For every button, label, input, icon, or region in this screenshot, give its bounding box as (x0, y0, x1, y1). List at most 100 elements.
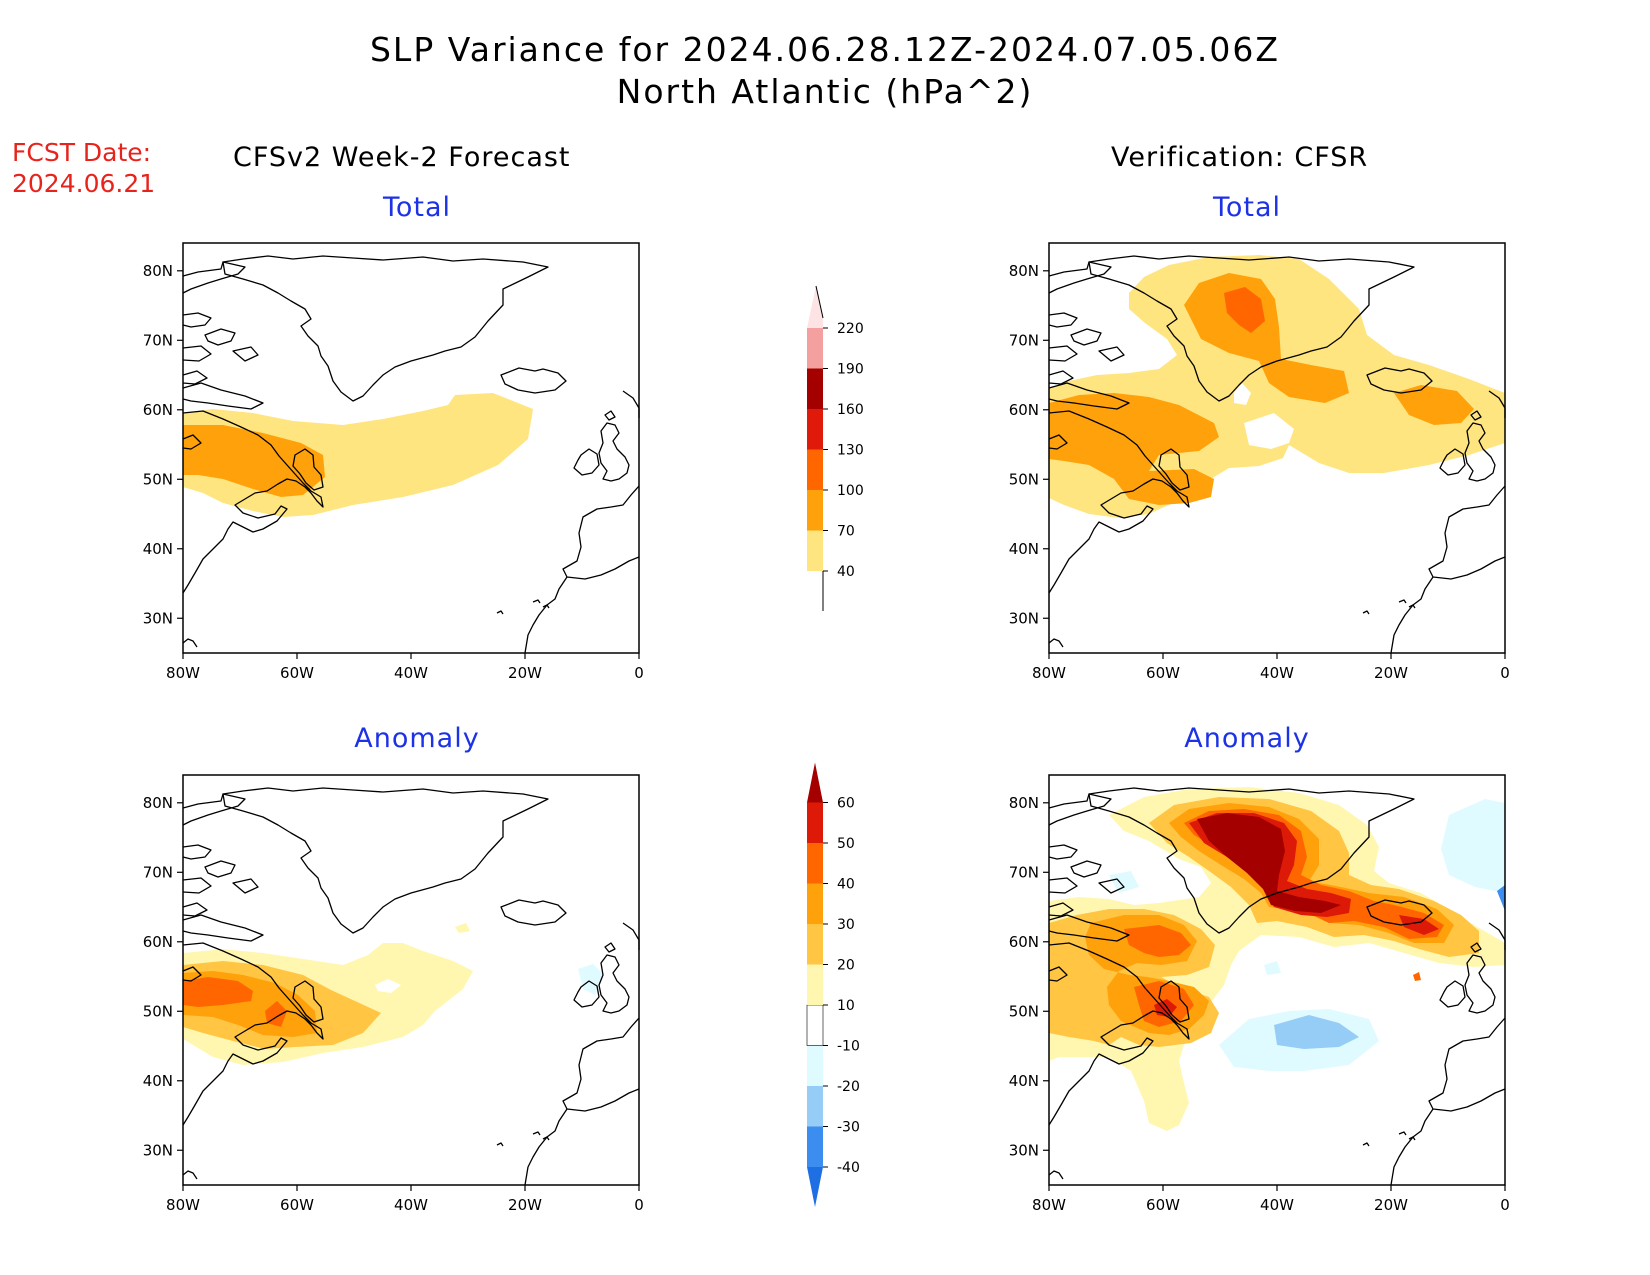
anomaly-colorbar-label: -30 (837, 1120, 860, 1136)
verification-total-panel (1048, 242, 1506, 654)
total-colorbar-box (807, 449, 823, 490)
map-title-line1: SLP Variance for 2024.06.28.12Z-2024.07.… (369, 30, 1281, 69)
lon-tick-label: 0 (634, 664, 644, 682)
forecast-anomaly-shading (183, 923, 603, 1065)
lat-tick-label: 40N (143, 540, 173, 558)
anomaly-colorbar-label: 60 (837, 796, 855, 812)
total-colorbar-box (807, 490, 823, 531)
anomaly-colorbar-label: 50 (837, 836, 855, 852)
anomaly-colorbar-box (807, 883, 823, 924)
total-colorbar: 40 70 100 130 160 190 220 (807, 285, 864, 611)
lat-tick-label: 30N (143, 1141, 173, 1159)
lat-tick-label: 60N (143, 933, 173, 951)
total-colorbar-box (807, 530, 823, 571)
lat-tick-label: 30N (143, 609, 173, 627)
lat-tick-label: 30N (1009, 609, 1039, 627)
lat-tick-label: 40N (143, 1072, 173, 1090)
total-colorbar-label: 70 (837, 524, 855, 540)
verification-anomaly-shading (1049, 787, 1505, 1131)
total-colorbar-tip-edge (815, 285, 824, 319)
forecast-total-subtitle: Total (382, 192, 452, 223)
forecast-date-value: 2024.06.21 (12, 169, 156, 198)
lat-tick-label: 60N (143, 401, 173, 419)
total-colorbar-box (807, 328, 823, 369)
total-colorbar-label: 220 (837, 321, 864, 337)
lon-tick-label: 60W (1146, 1196, 1180, 1214)
anomaly-colorbar-label: 20 (837, 958, 855, 974)
lon-tick-label: 0 (1500, 1196, 1510, 1214)
verification-total-subtitle: Total (1212, 192, 1282, 223)
lon-tick-label: 40W (394, 1196, 428, 1214)
lat-tick-label: 60N (1009, 401, 1039, 419)
forecast-date: FCST Date: 2024.06.21 (12, 137, 155, 199)
anomaly-colorbar-box (806, 1004, 824, 1046)
total-colorbar-box (807, 368, 823, 409)
lat-tick-label: 80N (143, 794, 173, 812)
anomaly-colorbar-box (807, 1045, 823, 1086)
lon-tick-label: 40W (394, 664, 428, 682)
lat-tick-label: 80N (143, 262, 173, 280)
forecast-anomaly-panel (182, 774, 640, 1186)
map-axes: 80W 60W 40W 20W 0 80N 70N 60N 50N 40N 30N 80W 60W 40W… (143, 262, 1510, 1214)
anomaly-colorbar-box (807, 964, 823, 1005)
lon-tick-label: 60W (1146, 664, 1180, 682)
lon-tick-label: 80W (166, 1196, 200, 1214)
forecast-total-panel (182, 242, 640, 654)
anomaly-colorbar-label: -40 (837, 1160, 860, 1176)
lat-tick-label: 70N (1009, 863, 1039, 881)
lon-tick-label: 0 (634, 1196, 644, 1214)
anomaly-colorbar-label: -20 (837, 1079, 860, 1095)
lon-tick-label: 80W (166, 664, 200, 682)
total-colorbar-label: 130 (837, 443, 864, 459)
anomaly-colorbar-label: 30 (837, 917, 855, 933)
lat-tick-label: 50N (143, 470, 173, 488)
anomaly-colorbar-box (807, 1126, 823, 1167)
lon-tick-label: 60W (280, 664, 314, 682)
lon-tick-label: 20W (1374, 1196, 1408, 1214)
verification-column-title: Verification: CFSR (1111, 142, 1369, 173)
lat-tick-label: 70N (1009, 331, 1039, 349)
anomaly-colorbar-label: 10 (837, 998, 855, 1014)
anomaly-colorbar-box (807, 843, 823, 884)
lat-tick-label: 50N (143, 1002, 173, 1020)
total-colorbar-label: 160 (837, 402, 864, 418)
total-colorbar-label: 100 (837, 483, 864, 499)
forecast-date-label: FCST Date: (12, 138, 152, 167)
lat-tick-label: 70N (143, 331, 173, 349)
lat-tick-label: 50N (1009, 470, 1039, 488)
forecast-anomaly-subtitle: Anomaly (354, 723, 480, 754)
lat-tick-label: 60N (1009, 933, 1039, 951)
lat-tick-label: 80N (1009, 262, 1039, 280)
map-title-line2: North Atlantic (hPa^2) (616, 72, 1034, 111)
lon-tick-label: 20W (508, 664, 542, 682)
anomaly-colorbar: -40 -30 -20 -10 10 20 30 40 50 60 (806, 762, 860, 1207)
anomaly-colorbar-label: 40 (837, 877, 855, 893)
lat-tick-label: 70N (143, 863, 173, 881)
lon-tick-label: 80W (1032, 1196, 1066, 1214)
lat-tick-label: 30N (1009, 1141, 1039, 1159)
lon-tick-label: 40W (1260, 1196, 1294, 1214)
lon-tick-label: 0 (1500, 664, 1510, 682)
lat-tick-label: 80N (1009, 794, 1039, 812)
lat-tick-label: 40N (1009, 540, 1039, 558)
lat-tick-label: 40N (1009, 1072, 1039, 1090)
lat-tick-label: 50N (1009, 1002, 1039, 1020)
total-colorbar-top-tip (807, 286, 823, 328)
lon-tick-label: 60W (280, 1196, 314, 1214)
anomaly-colorbar-top-tip (807, 762, 823, 803)
anomaly-colorbar-box (807, 1086, 823, 1127)
total-colorbar-label: 40 (837, 564, 855, 580)
forecast-total-shading (183, 393, 533, 517)
anomaly-colorbar-bottom-tip (807, 1167, 823, 1207)
total-colorbar-label: 190 (837, 362, 864, 378)
total-colorbar-box (807, 409, 823, 450)
verification-total-shading (1049, 255, 1505, 518)
lon-tick-label: 20W (508, 1196, 542, 1214)
verification-anomaly-panel (1048, 774, 1506, 1186)
verification-anomaly-subtitle: Anomaly (1184, 723, 1310, 754)
lon-tick-label: 40W (1260, 664, 1294, 682)
anomaly-colorbar-box (807, 802, 823, 843)
anomaly-colorbar-label: -10 (837, 1039, 860, 1055)
lon-tick-label: 20W (1374, 664, 1408, 682)
